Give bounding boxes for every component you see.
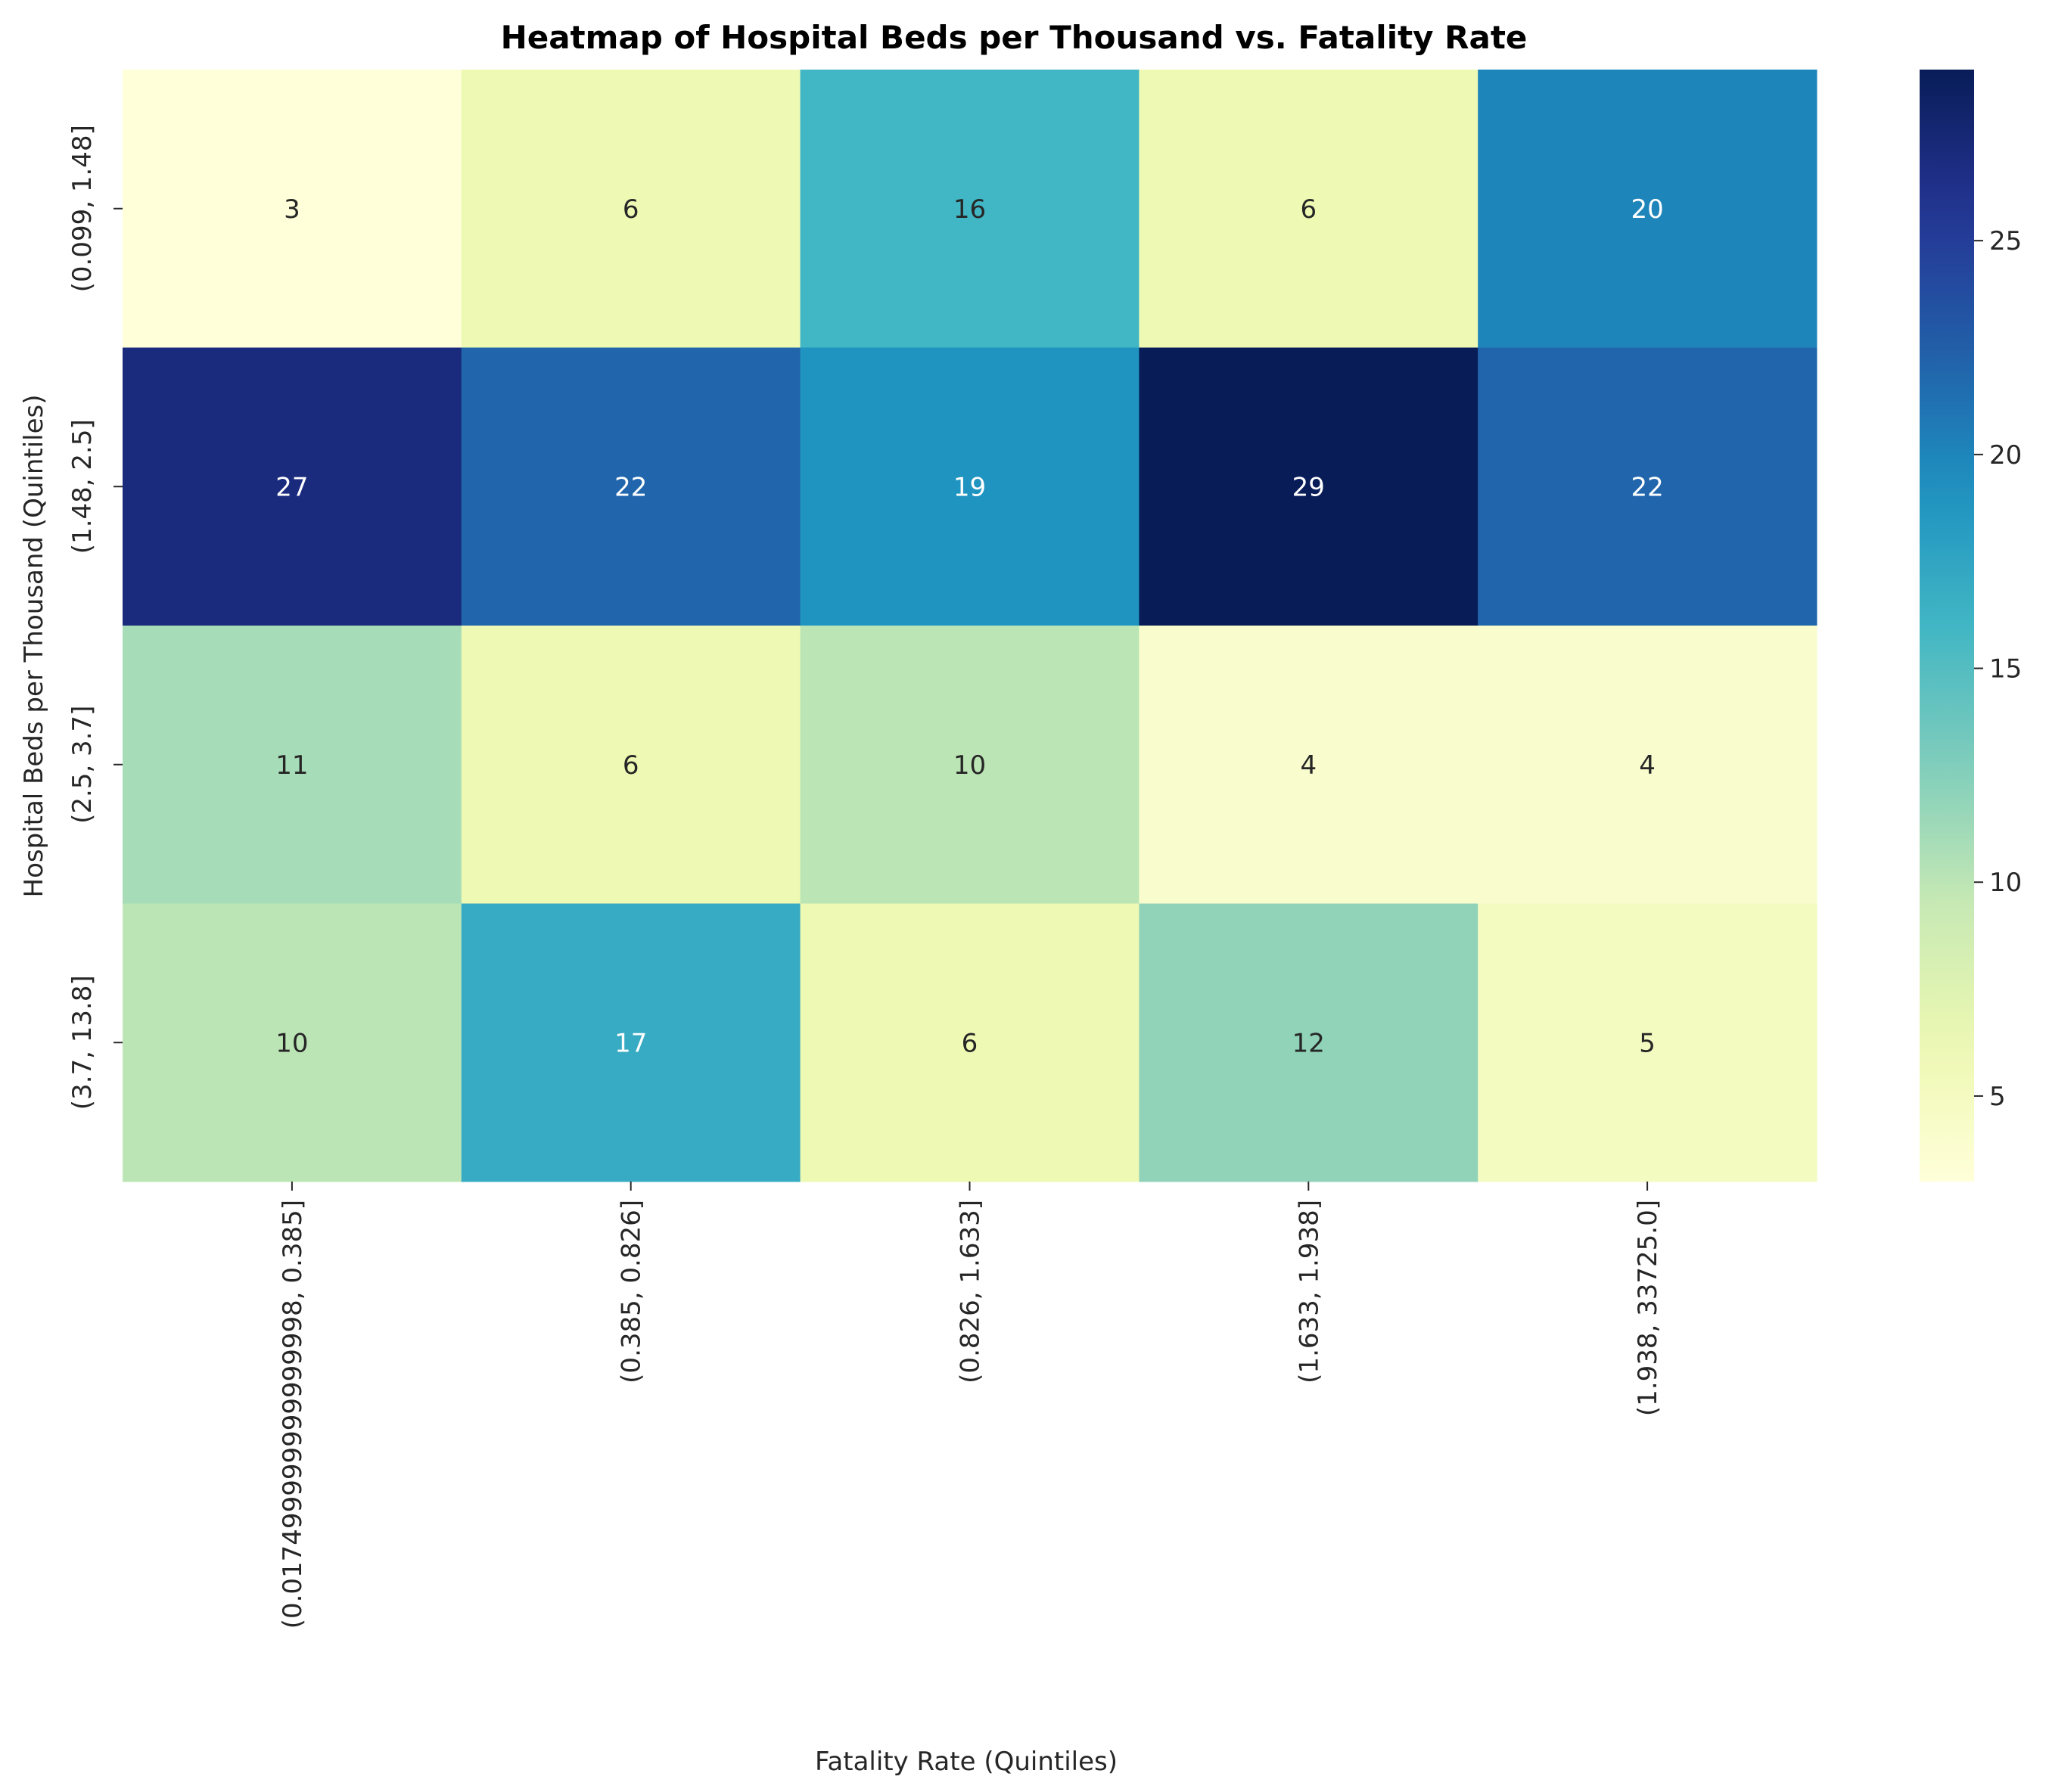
y-tick-label: (2.5, 3.7] [67, 706, 98, 824]
x-tick-label: (0.826, 1.633] [956, 1200, 986, 1384]
x-axis-label: Fatality Rate (Quintiles) [815, 1747, 1118, 1777]
cell-value-label: 11 [275, 750, 308, 781]
cell-value-label: 16 [953, 194, 986, 225]
x-tick-label: (1.633, 1.938] [1294, 1200, 1324, 1384]
heatmap-cell [461, 626, 801, 904]
heatmap-cell [1478, 626, 1817, 904]
colorbar-tick-label: 5 [1989, 1082, 2006, 1112]
heatmap-cell [1478, 347, 1817, 626]
heatmap-cell [461, 70, 801, 348]
colorbar-tick-label: 15 [1989, 654, 2022, 685]
cell-value-label: 22 [1631, 472, 1663, 502]
y-axis-label: Hospital Beds per Thousand (Quintiles) [19, 394, 49, 897]
heatmap-cell [1139, 903, 1478, 1182]
heatmap-cell [800, 903, 1140, 1182]
cell-value-label: 4 [1300, 750, 1317, 781]
cell-value-label: 12 [1292, 1028, 1325, 1058]
y-axis-ticks: (0.099, 1.48] (1.48, 2.5] (2.5, 3.7] (3.7, … [67, 125, 123, 1110]
cell-value-label: 29 [1292, 472, 1325, 502]
cell-value-label: 27 [275, 472, 308, 502]
y-tick-label: (3.7, 13.8] [67, 975, 98, 1110]
colorbar-tick-label: 25 [1989, 226, 2022, 256]
heatmap-cell [1478, 70, 1817, 348]
heatmap-cell [1139, 70, 1478, 348]
heatmap-cell [800, 70, 1140, 348]
colorbar: 5 10 15 20 25 [1920, 70, 2022, 1182]
cell-value-label: 6 [962, 1028, 978, 1058]
heatmap-cell [461, 347, 801, 626]
x-tick-label: (0.017499999999999998, 0.385] [278, 1200, 308, 1629]
heatmap-cell [1139, 626, 1478, 904]
cell-value-label: 6 [623, 194, 639, 225]
cell-value-label: 10 [953, 750, 986, 781]
cell-value-label: 20 [1631, 194, 1663, 225]
x-axis-ticks: (0.017499999999999998, 0.385] (0.385, 0.8… [278, 1182, 1663, 1629]
heatmap-cell [123, 347, 462, 626]
heatmap-cells: 3 6 16 6 20 27 22 19 29 22 11 6 10 4 4 10 17 6 12 5 [123, 70, 1817, 1182]
chart-title: Heatmap of Hospital Beds per Thousand vs… [501, 19, 1528, 56]
heatmap-cell [461, 903, 801, 1182]
colorbar-tick-label: 10 [1989, 868, 2022, 898]
x-tick-label: (1.938, 33725.0] [1633, 1200, 1663, 1416]
heatmap-cell [1139, 347, 1478, 626]
cell-value-label: 6 [623, 750, 639, 781]
heatmap-cell [800, 347, 1140, 626]
cell-value-label: 19 [953, 472, 986, 502]
heatmap-cell [123, 903, 462, 1182]
cell-value-label: 4 [1639, 750, 1656, 781]
cell-value-label: 3 [284, 194, 300, 225]
colorbar-gradient [1920, 70, 1974, 1182]
heatmap-cell [123, 70, 462, 348]
y-tick-label: (0.099, 1.48] [67, 125, 98, 292]
cell-value-label: 5 [1639, 1028, 1656, 1058]
heatmap-cell [800, 626, 1140, 904]
cell-value-label: 10 [275, 1028, 308, 1058]
cell-value-label: 6 [1300, 194, 1317, 225]
colorbar-tick-label: 20 [1989, 440, 2022, 471]
heatmap-cell [123, 626, 462, 904]
cell-value-label: 17 [614, 1028, 647, 1058]
heatmap-cell [1478, 903, 1817, 1182]
y-tick-label: (1.48, 2.5] [67, 419, 98, 554]
cell-value-label: 22 [614, 472, 647, 502]
x-tick-label: (0.385, 0.826] [617, 1200, 647, 1384]
